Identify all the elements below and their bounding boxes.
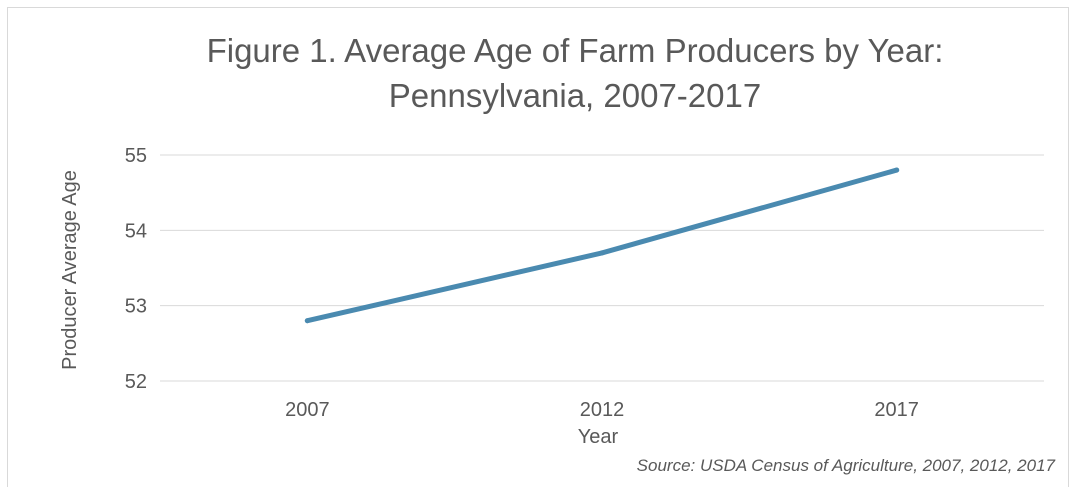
gridlines [160, 155, 1044, 381]
y-tick-label-52: 52 [125, 371, 147, 393]
series-group [305, 168, 899, 324]
data-point-2017 [894, 168, 899, 173]
y-tick-label-53: 53 [125, 296, 147, 318]
y-axis-ticks: 52 53 54 55 [125, 145, 147, 393]
chart-title-line-1: Figure 1. Average Age of Farm Producers … [207, 32, 944, 69]
x-tick-label-2017: 2017 [874, 399, 919, 421]
data-point-2007 [305, 318, 310, 323]
data-point-2012 [600, 250, 605, 255]
chart-title-line-2: Pennsylvania, 2007-2017 [389, 77, 761, 114]
x-tick-label-2012: 2012 [580, 399, 625, 421]
y-tick-label-55: 55 [125, 145, 147, 167]
series-line-0 [307, 170, 896, 321]
x-tick-label-2007: 2007 [285, 399, 330, 421]
y-tick-label-54: 54 [125, 220, 147, 242]
source-note: Source: USDA Census of Agriculture, 2007… [637, 456, 1056, 475]
y-axis-title: Producer Average Age [59, 170, 81, 370]
x-axis-title: Year [578, 426, 619, 448]
x-axis-ticks: 2007 2012 2017 [285, 399, 919, 421]
